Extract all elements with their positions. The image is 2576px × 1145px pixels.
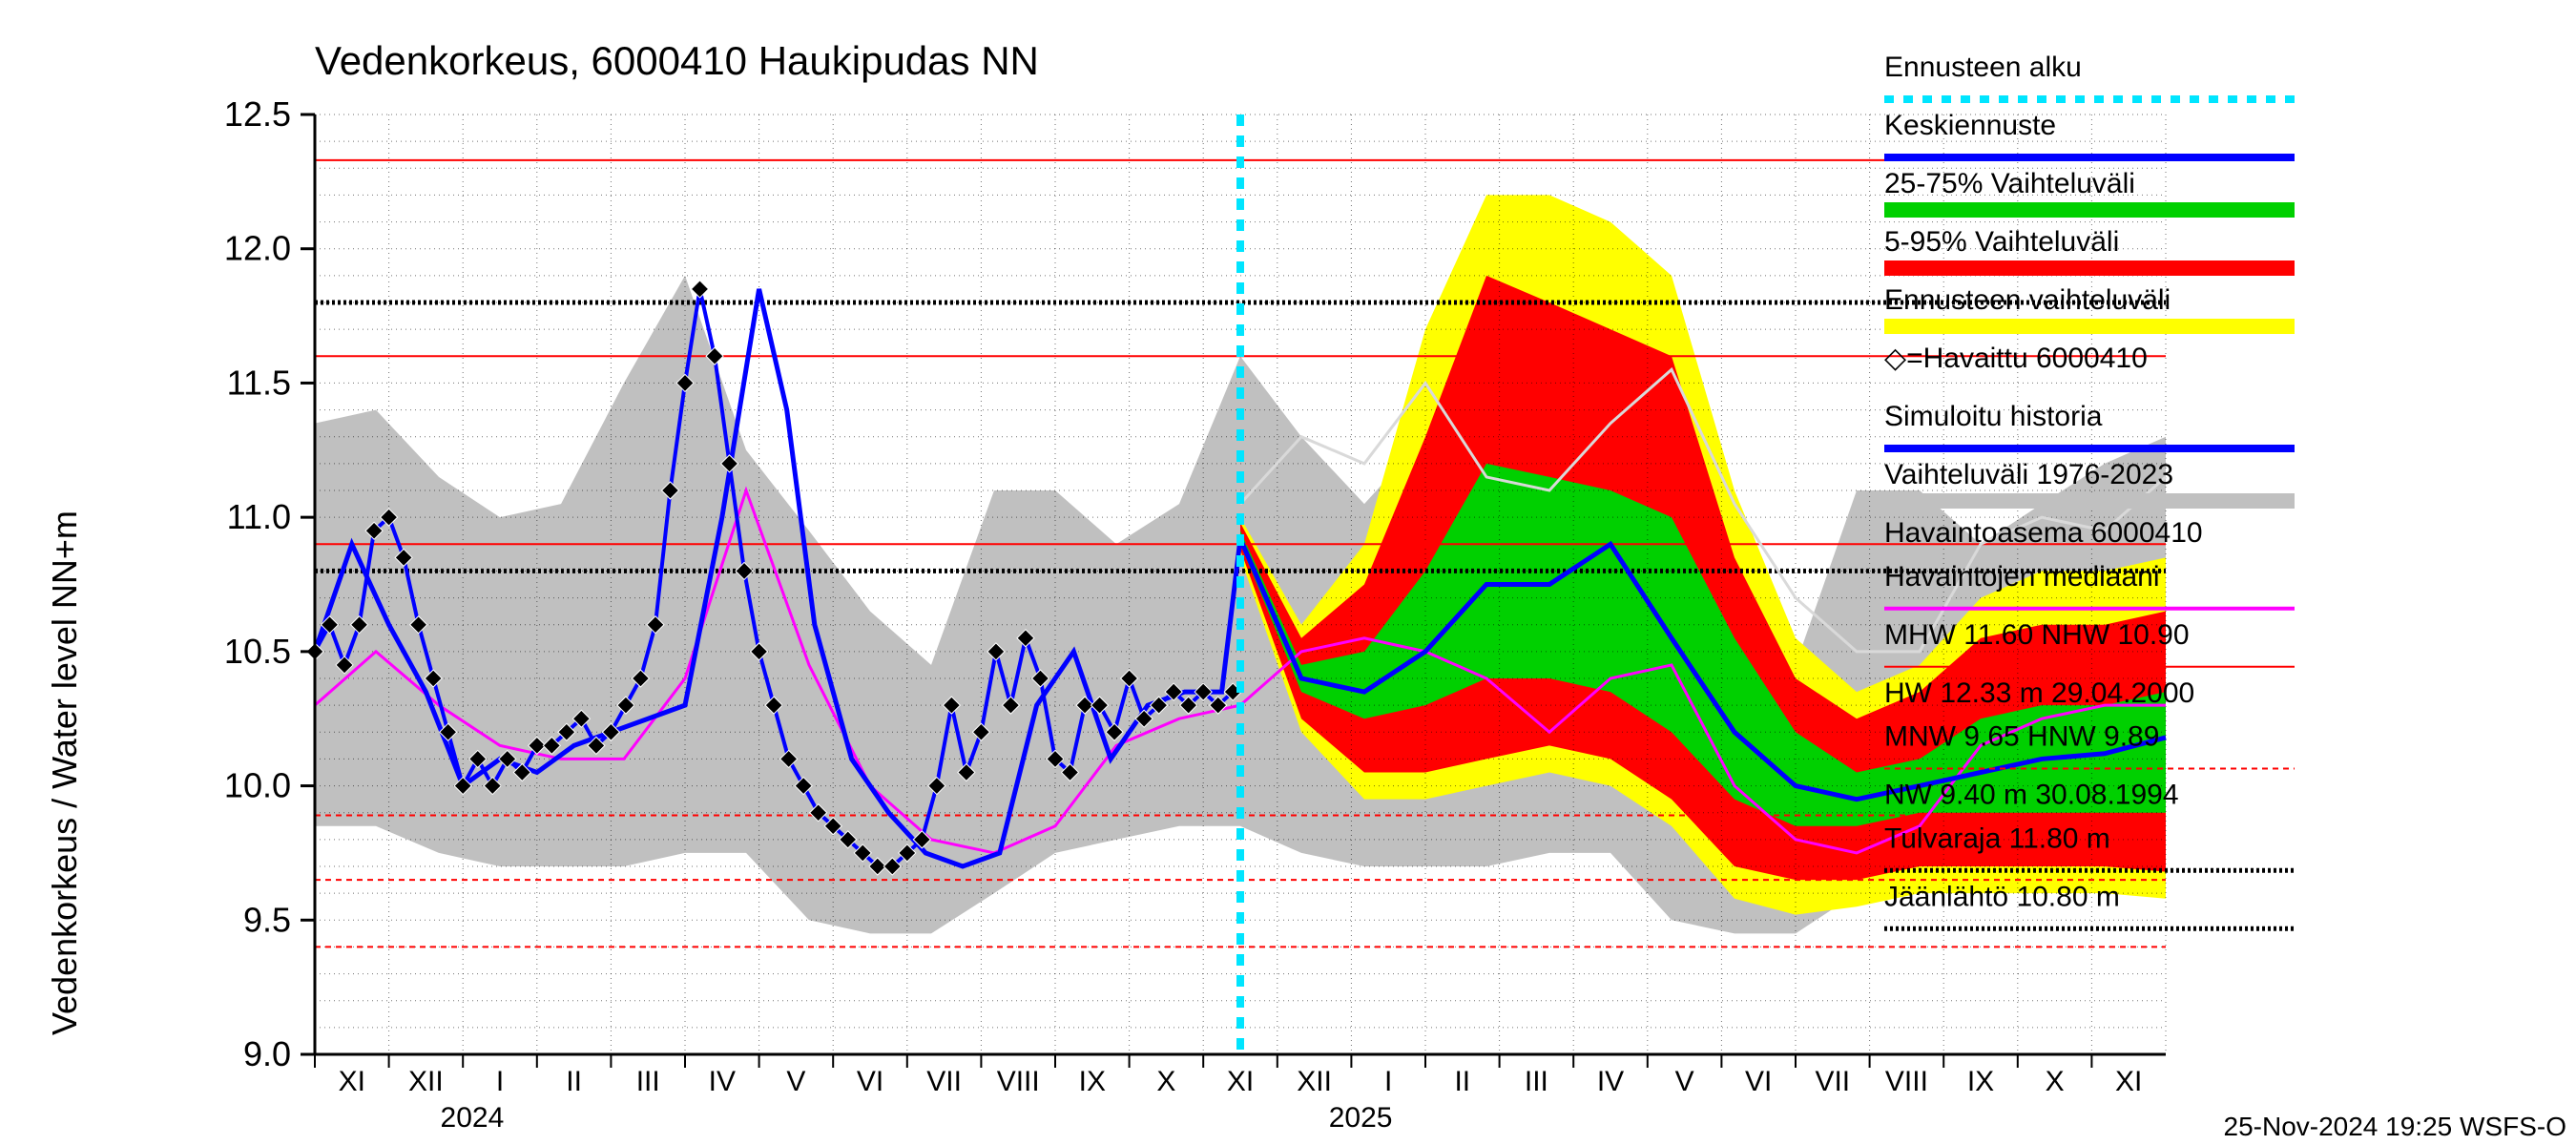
month-label: VI [1745,1066,1772,1097]
month-label: II [566,1066,582,1097]
month-label: VI [857,1066,883,1097]
ytick-label: 9.0 [243,1034,291,1073]
month-label: I [496,1066,504,1097]
month-label: IV [1597,1066,1624,1097]
month-label: IV [709,1066,736,1097]
month-label: XI [339,1066,365,1097]
legend-sublabel: Havaintoasema 6000410 [1884,517,2203,549]
ytick-label: 10.0 [224,766,291,805]
month-label: VII [1815,1066,1850,1097]
month-label: XII [408,1066,444,1097]
month-label: X [1156,1066,1175,1097]
legend-label: 5-95% Vaihteluväli [1884,226,2119,258]
timestamp-label: 25-Nov-2024 19:25 WSFS-O [2224,1112,2567,1141]
month-label: II [1454,1066,1470,1097]
ytick-label: 10.5 [224,632,291,671]
month-label: V [1675,1066,1694,1097]
legend-sublabel: HW 12.33 m 29.04.2000 [1884,677,2194,709]
legend-label: Keskiennuste [1884,110,2056,141]
legend-label: MHW 11.60 NHW 10.90 [1884,619,2190,651]
month-label: III [1525,1066,1548,1097]
month-label: VIII [997,1066,1040,1097]
month-label: VII [926,1066,962,1097]
month-label: IX [1967,1066,1994,1097]
legend-label: Tulvaraja 11.80 m [1884,822,2110,854]
year-label: 2025 [1329,1102,1393,1134]
month-label: XII [1297,1066,1332,1097]
month-label: VIII [1885,1066,1928,1097]
month-label: IX [1079,1066,1106,1097]
legend-sublabel: NW 9.40 m 30.08.1994 [1884,780,2179,811]
legend-label: 25-75% Vaihteluväli [1884,168,2135,199]
month-label: XI [2115,1066,2142,1097]
legend-label: Simuloitu historia [1884,401,2103,432]
legend-label: Ennusteen alku [1884,52,2082,83]
month-label: I [1384,1066,1392,1097]
ytick-label: 9.5 [243,900,291,939]
legend-label: Ennusteen vaihteluväli [1884,284,2171,316]
legend-label: Havaintojen mediaani [1884,561,2160,593]
year-label: 2024 [441,1102,505,1134]
chart-svg: 9.09.510.010.511.011.512.012.5XIXIIIIIII… [0,0,2576,1145]
water-level-chart: 9.09.510.010.511.011.512.012.5XIXIIIIIII… [0,0,2576,1145]
chart-title: Vedenkorkeus, 6000410 Haukipudas NN [315,38,1039,83]
month-label: X [2046,1066,2065,1097]
legend-label: MNW 9.65 HNW 9.89 [1884,721,2159,753]
legend-label: Vaihteluväli 1976-2023 [1884,459,2173,490]
legend-label: ◇=Havaittu 6000410 [1884,343,2148,374]
ytick-label: 12.5 [224,94,291,134]
legend-label: Jäänlähtö 10.80 m [1884,881,2120,912]
ytick-label: 12.0 [224,229,291,268]
month-label: III [636,1066,660,1097]
ytick-label: 11.0 [227,497,291,536]
month-label: XI [1227,1066,1254,1097]
month-label: V [786,1066,805,1097]
y-axis-label: Vedenkorkeus / Water level NN+m [45,510,84,1035]
ytick-label: 11.5 [227,363,291,402]
